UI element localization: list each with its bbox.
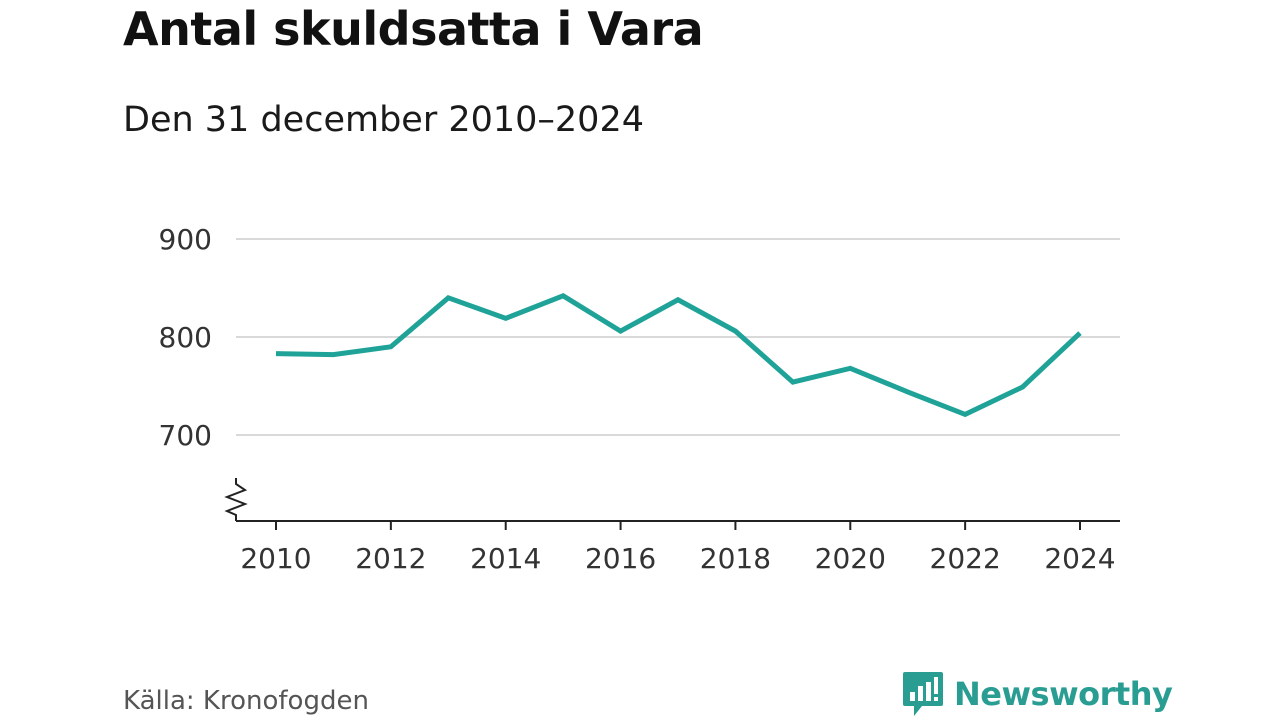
x-tick-label-2018: 2018: [700, 542, 771, 575]
brand-logo: Newsworthy: [902, 670, 1173, 718]
series: [275, 293, 1082, 418]
y-tick-label-700: 700: [159, 419, 212, 452]
x-tick-label-2024: 2024: [1044, 542, 1115, 575]
chart-subtitle: Den 31 december 2010–2024: [123, 100, 644, 140]
y-axis-labels: 700 800 900: [159, 223, 212, 452]
series-line-0: [275, 293, 1082, 418]
x-tick-label-2016: 2016: [585, 542, 656, 575]
x-tick-label-2022: 2022: [930, 542, 1001, 575]
x-tick-label-2012: 2012: [355, 542, 426, 575]
y-tick-label-800: 800: [159, 321, 212, 354]
x-tick-label-2014: 2014: [470, 542, 541, 575]
y-axis-break: [224, 478, 248, 521]
x-tick-label-2020: 2020: [815, 542, 886, 575]
source-note: Källa: Kronofogden: [123, 686, 369, 716]
axes: [224, 478, 1120, 530]
x-tick-label-2010: 2010: [240, 542, 311, 575]
y-tick-label-900: 900: [159, 223, 212, 256]
x-axis-labels: 2010 2012 2014 2016 2018 2020 2022 2024: [240, 542, 1115, 575]
newsworthy-logo-icon: [903, 672, 943, 716]
gridlines: [236, 238, 1120, 436]
chart-title: Antal skuldsatta i Vara: [123, 2, 704, 56]
brand-name: Newsworthy: [954, 675, 1173, 713]
